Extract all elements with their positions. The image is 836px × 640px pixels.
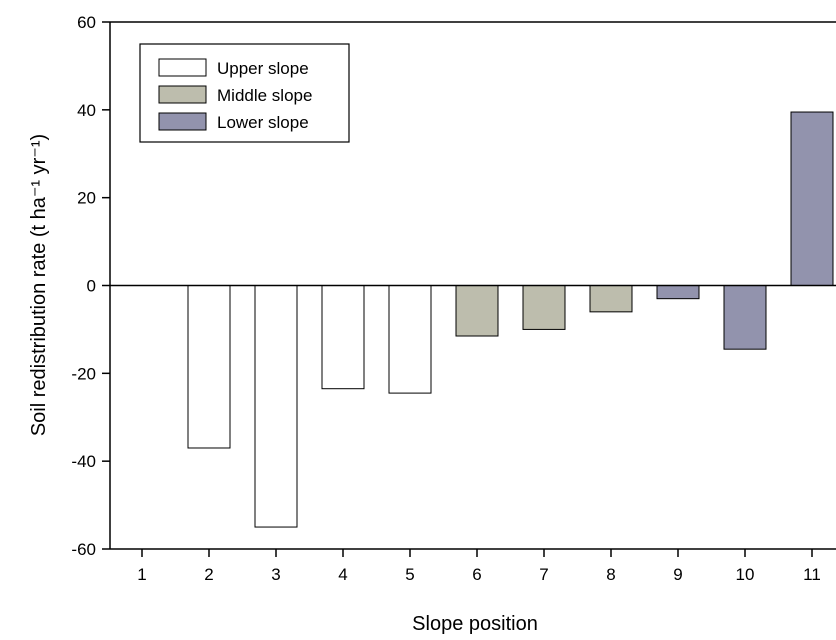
y-tick-label: -40 [71, 452, 96, 471]
x-tick-label: 7 [539, 565, 548, 584]
legend-swatch-middle [158, 85, 207, 104]
x-tick-label: 2 [204, 565, 213, 584]
legend-label-middle: Middle slope [217, 86, 312, 105]
x-tick-label: 10 [736, 565, 755, 584]
x-tick-label: 11 [803, 565, 821, 584]
y-tick-label: 0 [87, 277, 96, 296]
legend-swatch-lower [158, 112, 207, 131]
bar [522, 285, 566, 330]
x-tick-label: 6 [472, 565, 481, 584]
bar [254, 285, 298, 528]
bar [388, 285, 432, 394]
bar [455, 285, 499, 337]
legend-label-upper: Upper slope [217, 59, 309, 78]
x-tick-label: 9 [673, 565, 682, 584]
bar [321, 285, 365, 390]
x-tick-label: 3 [271, 565, 280, 584]
legend-swatch-upper [158, 58, 207, 77]
y-tick-label: 60 [77, 13, 96, 32]
bars [187, 111, 834, 528]
bar [656, 285, 700, 300]
bar [187, 285, 231, 449]
x-tick-label: 5 [405, 565, 414, 584]
bar [790, 111, 834, 287]
ticks: -60 -40 -20 0 20 40 60 1 2 3 4 5 6 7 8 9 10 11 [71, 13, 820, 584]
y-tick-label: -20 [71, 364, 96, 383]
y-tick-label: 40 [77, 101, 96, 120]
legend-label-lower: Lower slope [217, 113, 309, 132]
y-axis-title: Soil redistribution rate (t ha⁻¹ yr⁻¹) [28, 134, 50, 436]
x-axis-title: Slope position [412, 613, 538, 635]
legend: Upper slope Middle slope Lower slope [139, 43, 350, 143]
bar [589, 285, 633, 313]
y-tick-label: -60 [71, 540, 96, 559]
x-tick-label: 4 [338, 565, 347, 584]
bar [723, 285, 767, 350]
y-tick-label: 20 [77, 189, 96, 208]
x-tick-label: 1 [137, 565, 146, 584]
x-tick-label: 8 [606, 565, 615, 584]
